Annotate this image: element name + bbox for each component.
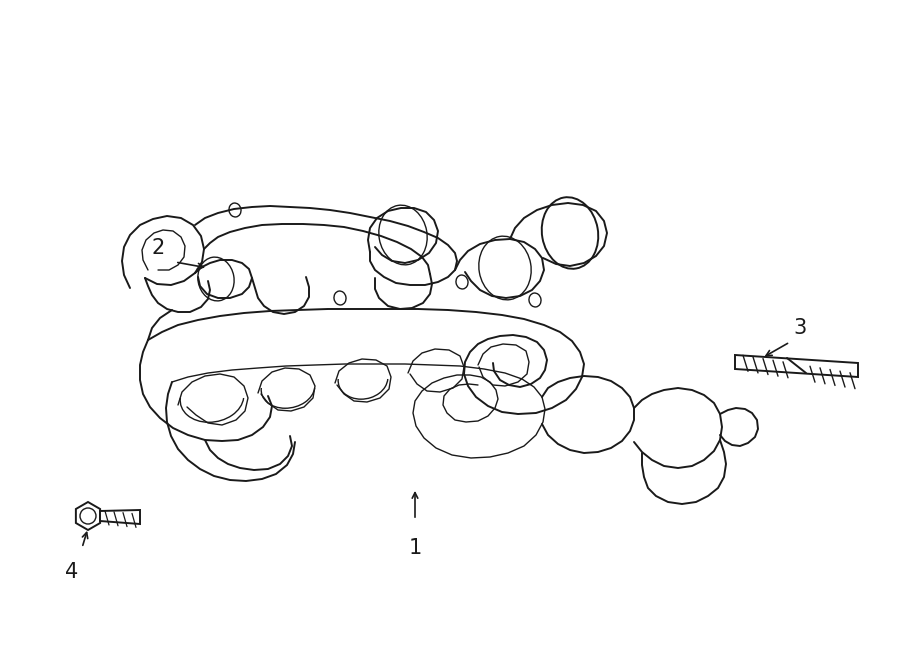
- Text: 4: 4: [66, 562, 78, 582]
- Text: 1: 1: [409, 538, 421, 558]
- Text: 3: 3: [794, 318, 806, 338]
- Polygon shape: [735, 355, 858, 377]
- Polygon shape: [76, 502, 100, 530]
- Text: 2: 2: [151, 238, 165, 258]
- Polygon shape: [100, 510, 140, 524]
